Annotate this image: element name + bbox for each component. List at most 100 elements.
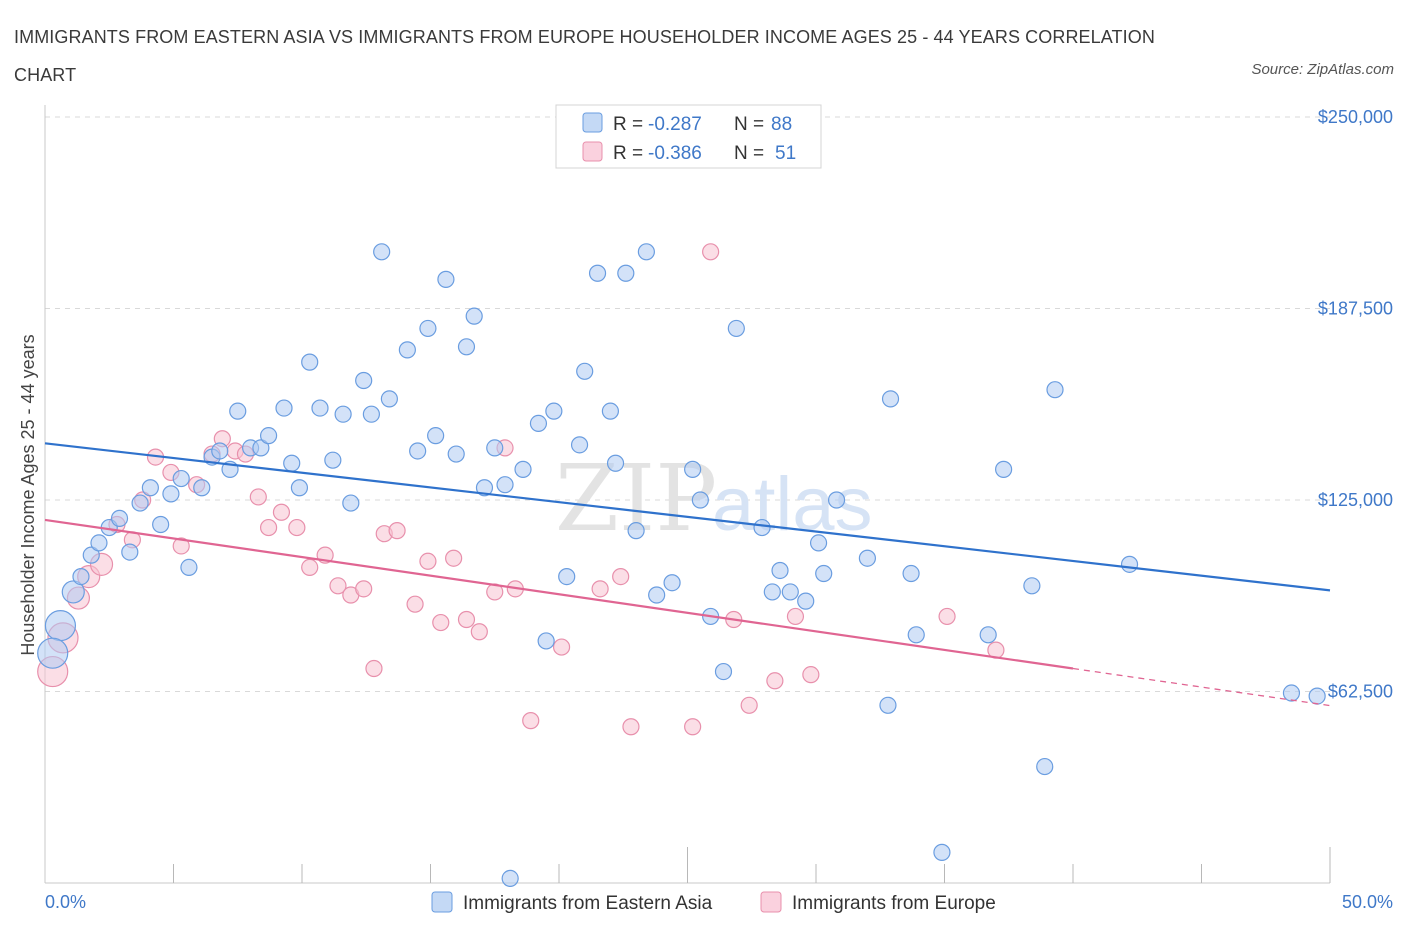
eastern-asia-point-26 xyxy=(311,399,329,417)
eastern-asia-point-39 xyxy=(447,445,465,463)
eastern-asia-point-42 xyxy=(475,479,494,497)
europe-point-46 xyxy=(766,672,784,690)
eastern-asia-point-80 xyxy=(979,626,997,644)
y-tick-labels: $62,500 $125,000 $187,500 $250,000 xyxy=(1318,107,1393,702)
eastern-asia-point-86 xyxy=(1282,684,1301,702)
europe-point-39 xyxy=(591,580,609,598)
x-tick-labels: 0.0% 50.0% xyxy=(45,892,1393,912)
europe-point-19 xyxy=(288,518,306,537)
bottom-legend-swatch-blue xyxy=(431,891,453,913)
bottom-legend-label-pink: Immigrants from Europe xyxy=(792,893,996,914)
eastern-asia-point-31 xyxy=(362,405,380,423)
eastern-asia-point-65 xyxy=(727,319,745,338)
europe-point-18 xyxy=(272,503,291,521)
legend-r-value-pink: -0.386 xyxy=(648,143,702,164)
chart-source: Source: ZipAtlas.com xyxy=(1251,61,1394,78)
europe-point-37 xyxy=(522,712,540,730)
trend-line-europe xyxy=(44,518,1074,670)
eastern-asia-point-78 xyxy=(907,626,925,644)
eastern-asia-point-77 xyxy=(902,564,920,583)
eastern-asia-point-20 xyxy=(252,439,270,457)
eastern-asia-point-38 xyxy=(437,270,455,288)
europe-point-40 xyxy=(612,567,630,586)
eastern-asia-point-1 xyxy=(61,580,85,604)
europe-point-47 xyxy=(786,607,805,626)
eastern-asia-point-73 xyxy=(827,491,846,509)
y-axis-label: Householder Income Ages 25 - 44 years xyxy=(18,334,38,655)
eastern-asia-point-74 xyxy=(858,549,877,567)
eastern-asia-point-68 xyxy=(771,561,789,580)
y-tick-label-0: $62,500 xyxy=(1328,682,1393,702)
eastern-asia-point-2 xyxy=(72,567,90,586)
legend-swatch-blue xyxy=(582,112,603,133)
europe-point-16 xyxy=(249,488,267,506)
europe-point-49 xyxy=(938,607,956,626)
europe-point-45 xyxy=(740,696,758,714)
eastern-asia-point-12 xyxy=(172,469,190,488)
eastern-asia-point-50 xyxy=(558,567,576,586)
eastern-asia-point-45 xyxy=(501,869,519,888)
top-legend: R = -0.287 N = 88 R = -0.386 N = 51 xyxy=(555,104,822,169)
eastern-asia-point-87 xyxy=(1308,687,1326,705)
eastern-asia-point-49 xyxy=(545,402,563,420)
eastern-asia-point-24 xyxy=(290,479,309,497)
europe-point-30 xyxy=(432,613,450,632)
eastern-asia-point-64 xyxy=(714,662,733,681)
y-tick-label-3: $250,000 xyxy=(1318,107,1393,127)
bottom-legend: Immigrants from Eastern Asia Immigrants … xyxy=(431,891,996,914)
eastern-asia-point-67 xyxy=(763,583,781,601)
legend-r-value-blue: -0.287 xyxy=(648,114,702,135)
europe-point-28 xyxy=(406,595,424,613)
eastern-asia-point-27 xyxy=(324,451,342,469)
legend-n-value-blue: 88 xyxy=(771,114,792,135)
eastern-asia-point-55 xyxy=(606,454,625,472)
eastern-asia-point-7 xyxy=(121,543,139,561)
europe-point-17 xyxy=(259,518,278,537)
eastern-asia-point-52 xyxy=(576,362,594,380)
eastern-asia-point-10 xyxy=(152,515,170,534)
eastern-asia-point-0 xyxy=(44,610,77,642)
eastern-asia-point-21 xyxy=(259,427,278,445)
eastern-asia-point-8 xyxy=(131,494,149,512)
bottom-legend-swatch-pink xyxy=(760,891,782,913)
eastern-asia-point-25 xyxy=(301,353,319,371)
eastern-asia-point-82 xyxy=(1023,577,1041,595)
eastern-asia-point-53 xyxy=(588,264,607,282)
eastern-asia-point-51 xyxy=(570,436,589,454)
eastern-asia-point-61 xyxy=(684,460,702,478)
eastern-asia-point-32 xyxy=(373,243,391,261)
europe-point-38 xyxy=(552,638,571,656)
eastern-asia-point-29 xyxy=(342,494,360,512)
europe-point-32 xyxy=(457,610,476,629)
eastern-asia-point-35 xyxy=(409,442,427,460)
europe-point-10 xyxy=(172,537,190,555)
eastern-asia-point-70 xyxy=(797,592,815,610)
eastern-asia-point-76 xyxy=(881,390,900,408)
eastern-asia-point-84 xyxy=(1046,381,1064,399)
series-eastern-asia-points xyxy=(37,243,1326,888)
eastern-asia-point-62 xyxy=(691,491,709,509)
eastern-asia-point-40 xyxy=(457,338,476,356)
eastern-asia-point-47 xyxy=(529,414,548,432)
x-tick-label-1: 50.0% xyxy=(1342,892,1393,912)
chart-title: IMMIGRANTS FROM EASTERN ASIA VS IMMIGRAN… xyxy=(14,27,1155,85)
eastern-asia-point-56 xyxy=(617,264,635,282)
eastern-asia-point-4 xyxy=(90,534,108,552)
eastern-asia-point-6 xyxy=(110,509,129,527)
europe-point-41 xyxy=(622,718,640,736)
europe-point-43 xyxy=(702,243,720,261)
trend-line-eastern-asia xyxy=(44,442,1331,592)
europe-point-27 xyxy=(388,522,406,540)
europe-point-24 xyxy=(355,580,373,598)
eastern-asia-point-23 xyxy=(283,454,301,472)
europe-point-48 xyxy=(802,666,820,684)
eastern-asia-point-13 xyxy=(180,558,198,577)
eastern-asia-point-72 xyxy=(815,564,833,583)
europe-point-20 xyxy=(301,558,319,577)
eastern-asia-point-58 xyxy=(637,243,655,261)
legend-r-label-blue: R = xyxy=(613,114,643,135)
y-tick-label-1: $125,000 xyxy=(1318,490,1393,510)
eastern-asia-point-66 xyxy=(753,518,771,537)
legend-n-label-pink: N = xyxy=(734,143,764,164)
series-europe-points xyxy=(37,243,1005,736)
